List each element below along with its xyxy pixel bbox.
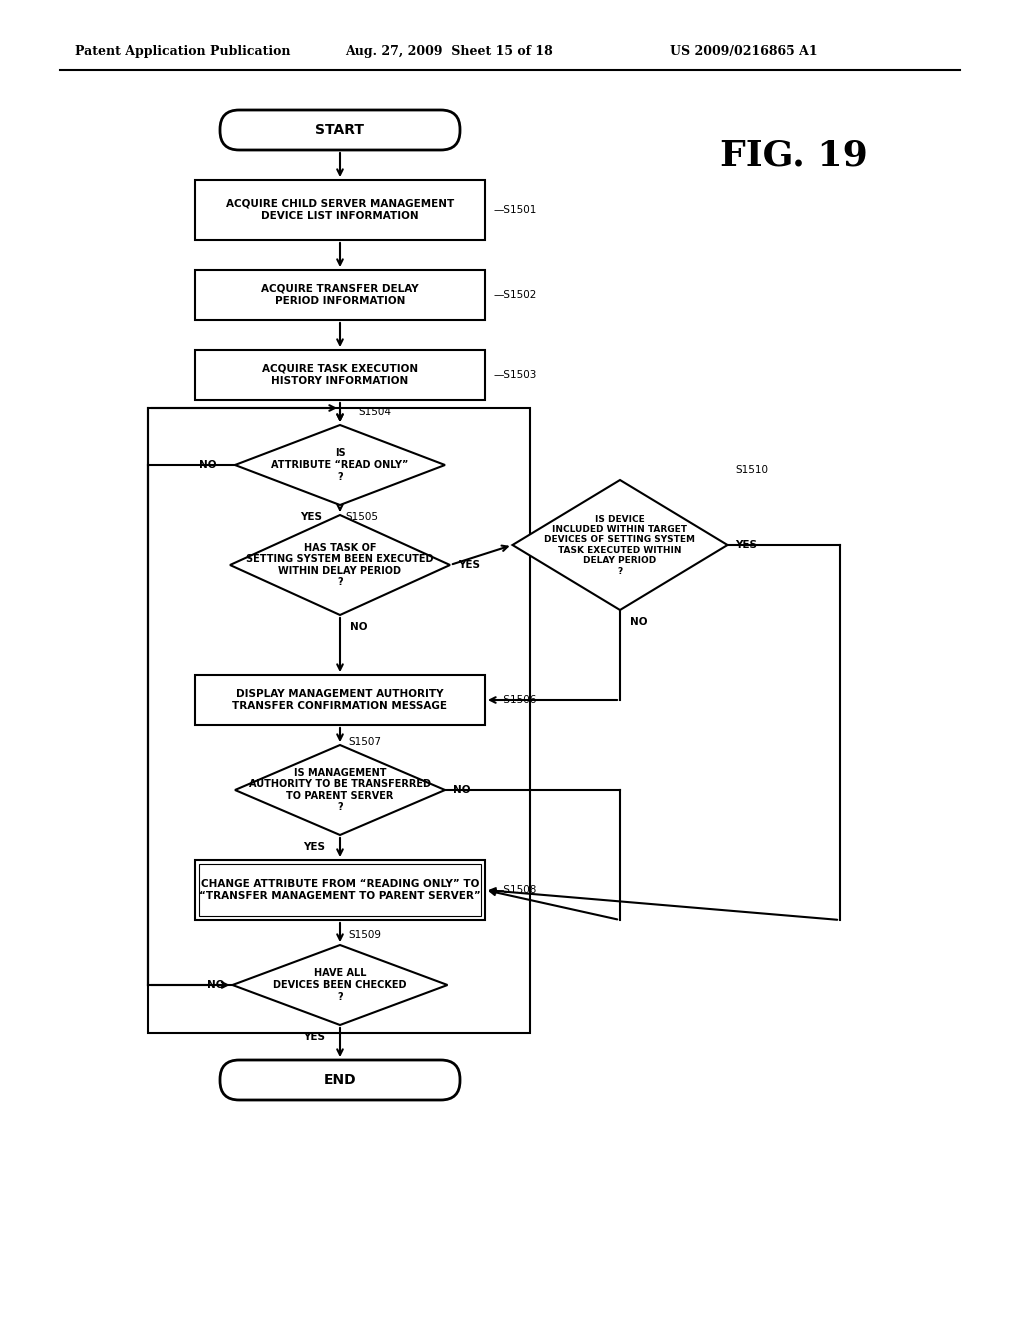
Polygon shape	[230, 515, 450, 615]
Text: US 2009/0216865 A1: US 2009/0216865 A1	[670, 45, 817, 58]
Text: —S1501: —S1501	[493, 205, 537, 215]
Text: NO: NO	[350, 622, 368, 632]
Text: DISPLAY MANAGEMENT AUTHORITY
TRANSFER CONFIRMATION MESSAGE: DISPLAY MANAGEMENT AUTHORITY TRANSFER CO…	[232, 689, 447, 711]
Text: S1510: S1510	[735, 465, 768, 475]
Text: ACQUIRE TRANSFER DELAY
PERIOD INFORMATION: ACQUIRE TRANSFER DELAY PERIOD INFORMATIO…	[261, 284, 419, 306]
Text: CHANGE ATTRIBUTE FROM “READING ONLY” TO
“TRANSFER MANAGEMENT TO PARENT SERVER”: CHANGE ATTRIBUTE FROM “READING ONLY” TO …	[199, 879, 481, 902]
Bar	[199, 865, 481, 916]
Text: HAVE ALL
DEVICES BEEN CHECKED
?: HAVE ALL DEVICES BEEN CHECKED ?	[273, 969, 407, 1002]
Text: YES: YES	[303, 842, 325, 851]
Bar	[195, 350, 485, 400]
Text: NO: NO	[207, 979, 224, 990]
FancyBboxPatch shape	[220, 110, 460, 150]
Text: IS MANAGEMENT
AUTHORITY TO BE TRANSFERRED
TO PARENT SERVER
?: IS MANAGEMENT AUTHORITY TO BE TRANSFERRE…	[249, 768, 431, 812]
Polygon shape	[234, 425, 445, 506]
Text: IS DEVICE
INCLUDED WITHIN TARGET
DEVICES OF SETTING SYSTEM
TASK EXECUTED WITHIN
: IS DEVICE INCLUDED WITHIN TARGET DEVICES…	[545, 515, 695, 576]
Text: —S1508: —S1508	[493, 884, 537, 895]
Polygon shape	[512, 480, 727, 610]
Text: Aug. 27, 2009  Sheet 15 of 18: Aug. 27, 2009 Sheet 15 of 18	[345, 45, 553, 58]
Bar	[195, 861, 485, 920]
Bar	[195, 180, 485, 240]
Bar	[148, 408, 530, 1034]
Text: S1509: S1509	[348, 931, 381, 940]
Text: END: END	[324, 1073, 356, 1086]
Text: —S1503: —S1503	[493, 370, 537, 380]
Text: ACQUIRE TASK EXECUTION
HISTORY INFORMATION: ACQUIRE TASK EXECUTION HISTORY INFORMATI…	[262, 364, 418, 387]
Text: S1507: S1507	[348, 737, 381, 747]
Polygon shape	[232, 945, 447, 1026]
Text: NO: NO	[453, 785, 470, 795]
Text: IS
ATTRIBUTE “READ ONLY”
?: IS ATTRIBUTE “READ ONLY” ?	[271, 449, 409, 482]
Text: NO: NO	[200, 459, 217, 470]
Bar	[195, 675, 485, 725]
Text: Patent Application Publication: Patent Application Publication	[75, 45, 291, 58]
Text: HAS TASK OF
SETTING SYSTEM BEEN EXECUTED
WITHIN DELAY PERIOD
?: HAS TASK OF SETTING SYSTEM BEEN EXECUTED…	[246, 543, 434, 587]
Text: NO: NO	[630, 616, 647, 627]
Text: FIG. 19: FIG. 19	[720, 139, 867, 172]
Text: S1504: S1504	[358, 407, 391, 417]
Text: YES: YES	[458, 560, 480, 570]
Text: S1505: S1505	[345, 512, 378, 521]
Text: START: START	[315, 123, 365, 137]
Text: YES: YES	[303, 1032, 325, 1041]
Text: ACQUIRE CHILD SERVER MANAGEMENT
DEVICE LIST INFORMATION: ACQUIRE CHILD SERVER MANAGEMENT DEVICE L…	[226, 199, 454, 222]
Polygon shape	[234, 744, 445, 836]
Bar	[195, 271, 485, 319]
Text: YES: YES	[300, 512, 322, 521]
Text: —S1502: —S1502	[493, 290, 537, 300]
Text: YES: YES	[735, 540, 758, 550]
FancyBboxPatch shape	[220, 1060, 460, 1100]
Text: —S1506: —S1506	[493, 696, 537, 705]
